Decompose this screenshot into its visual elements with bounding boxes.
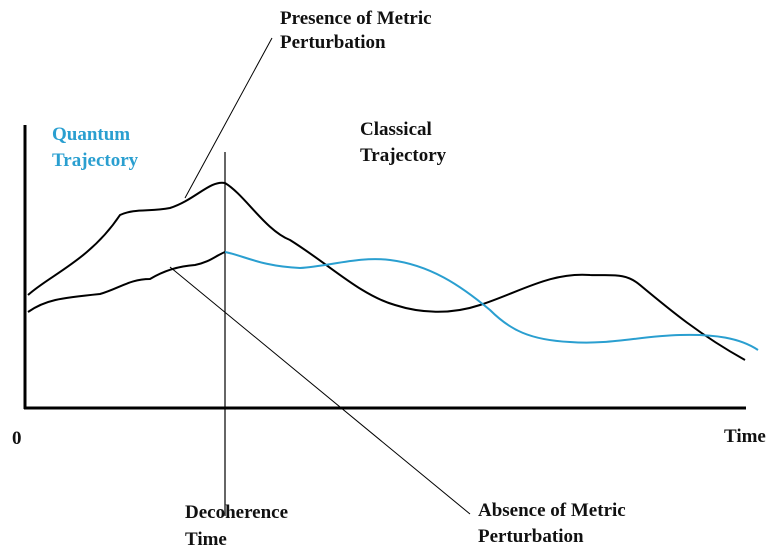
absence-leader (169, 266, 471, 515)
decoherence-label: Time (185, 529, 227, 550)
absence-label: Perturbation (478, 526, 584, 547)
absence-label: Absence of Metric (478, 500, 626, 521)
origin-label: 0 (12, 428, 22, 449)
quantum-label: Quantum (52, 124, 130, 145)
classical-label: Trajectory (360, 145, 447, 166)
presence-leader (184, 37, 273, 199)
shared-curve (27, 251, 226, 313)
quantum-curve (224, 251, 759, 351)
decoherence-label: Decoherence (185, 502, 288, 523)
quantum-label: Trajectory (52, 150, 139, 171)
time-axis-label: Time (724, 426, 766, 447)
presence-label: Presence of Metric (280, 8, 432, 29)
presence-label: Perturbation (280, 32, 386, 53)
classical-label: Classical (360, 119, 432, 140)
classical-curve (27, 181, 746, 361)
